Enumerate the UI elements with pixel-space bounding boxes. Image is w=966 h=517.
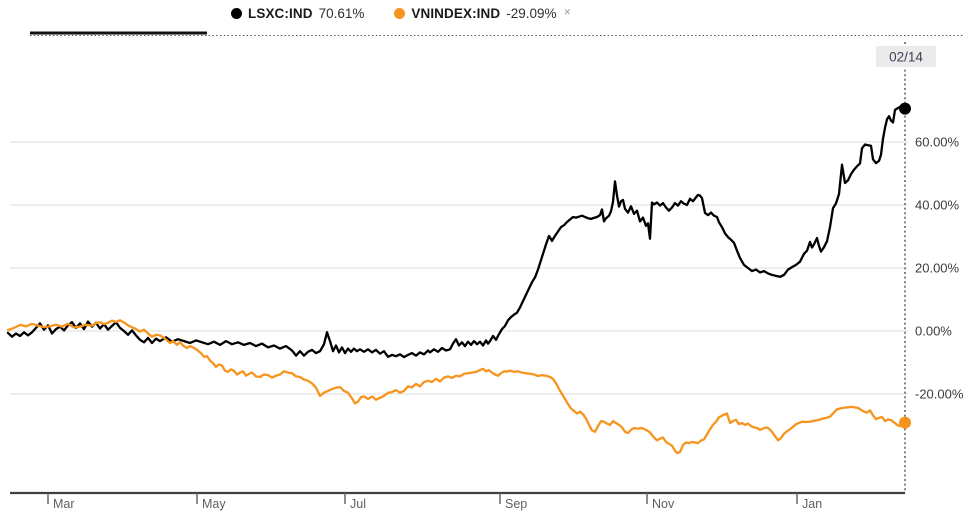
y-axis-label: 0.00% [915, 324, 952, 339]
series-line-lsxc [6, 105, 907, 359]
chart-legend: LSXC:IND 70.61% VNINDEX:IND -29.09% ✕ [231, 6, 571, 21]
cursor-date-flag-bg [876, 46, 936, 67]
x-axis-label: Mar [53, 497, 75, 511]
x-axis-label: May [202, 497, 226, 511]
series-dot-icon [231, 8, 242, 19]
y-axis-label: 20.00% [915, 261, 960, 276]
x-axis-label: Sep [505, 497, 527, 511]
x-axis-label: Jan [802, 497, 822, 511]
x-axis-label: Jul [350, 497, 366, 511]
last-point-marker-vnindex [899, 416, 911, 429]
last-point-marker-lsxc [899, 102, 911, 115]
mouse-cursor-icon: ✕ [563, 7, 572, 17]
legend-item-lsxc[interactable]: LSXC:IND 70.61% [231, 6, 364, 21]
y-axis-label: -20.00% [915, 387, 964, 402]
y-axis-label: 60.00% [915, 135, 960, 150]
series-line-vnindex [6, 319, 907, 455]
cursor-date-label: 02/14 [889, 50, 923, 65]
series-value: -29.09% [506, 6, 557, 21]
series-dot-icon [394, 8, 406, 19]
x-axis-label: Nov [652, 497, 675, 511]
series-name: LSXC:IND [248, 6, 313, 21]
series-value: 70.61% [318, 6, 365, 21]
y-axis-label: 40.00% [915, 198, 960, 213]
series-name: VNINDEX:IND [411, 6, 501, 21]
legend-item-vnindex[interactable]: VNINDEX:IND -29.09% ✕ [394, 6, 571, 21]
